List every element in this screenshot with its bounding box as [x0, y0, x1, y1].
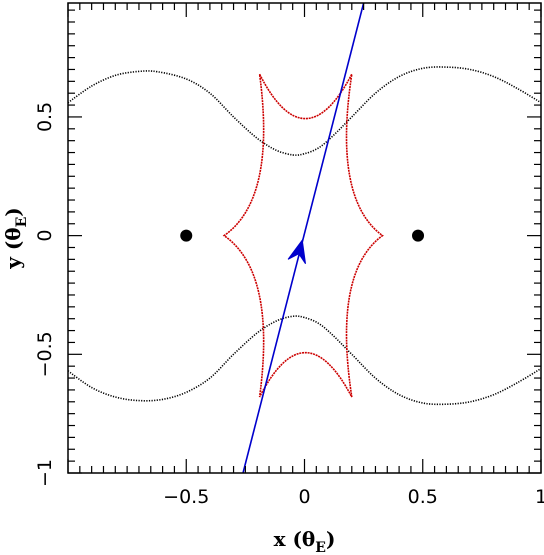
- trajectory-arrow-icon: [287, 238, 307, 265]
- x-tick-label: 0: [298, 486, 310, 508]
- source-trajectory: [242, 3, 365, 473]
- lens-point-2: [412, 229, 425, 242]
- y-axis-label: y (θE): [1, 207, 30, 270]
- y-tick-label: 0: [34, 230, 56, 242]
- x-tick-label: 0.5: [408, 486, 438, 508]
- y-tick-label: −0.5: [34, 331, 56, 377]
- critical-curve-upper: [68, 66, 541, 156]
- caustic-curve: [222, 73, 384, 398]
- x-tick-label: 1: [535, 486, 544, 508]
- y-tick-label: −1: [34, 459, 56, 487]
- lens-point-1: [180, 229, 193, 242]
- x-axis-label: x (θE): [274, 527, 336, 555]
- tick-labels: −0.5 0 0.5 1 −1 −0.5 0 0.5: [34, 102, 544, 508]
- y-tick-label: 0.5: [34, 102, 56, 132]
- plot-curves: [68, 3, 541, 473]
- plot-frame: [67, 2, 542, 474]
- critical-curve-lower: [68, 315, 541, 406]
- axis-ticks: [67, 3, 542, 474]
- x-tick-label: −0.5: [163, 486, 209, 508]
